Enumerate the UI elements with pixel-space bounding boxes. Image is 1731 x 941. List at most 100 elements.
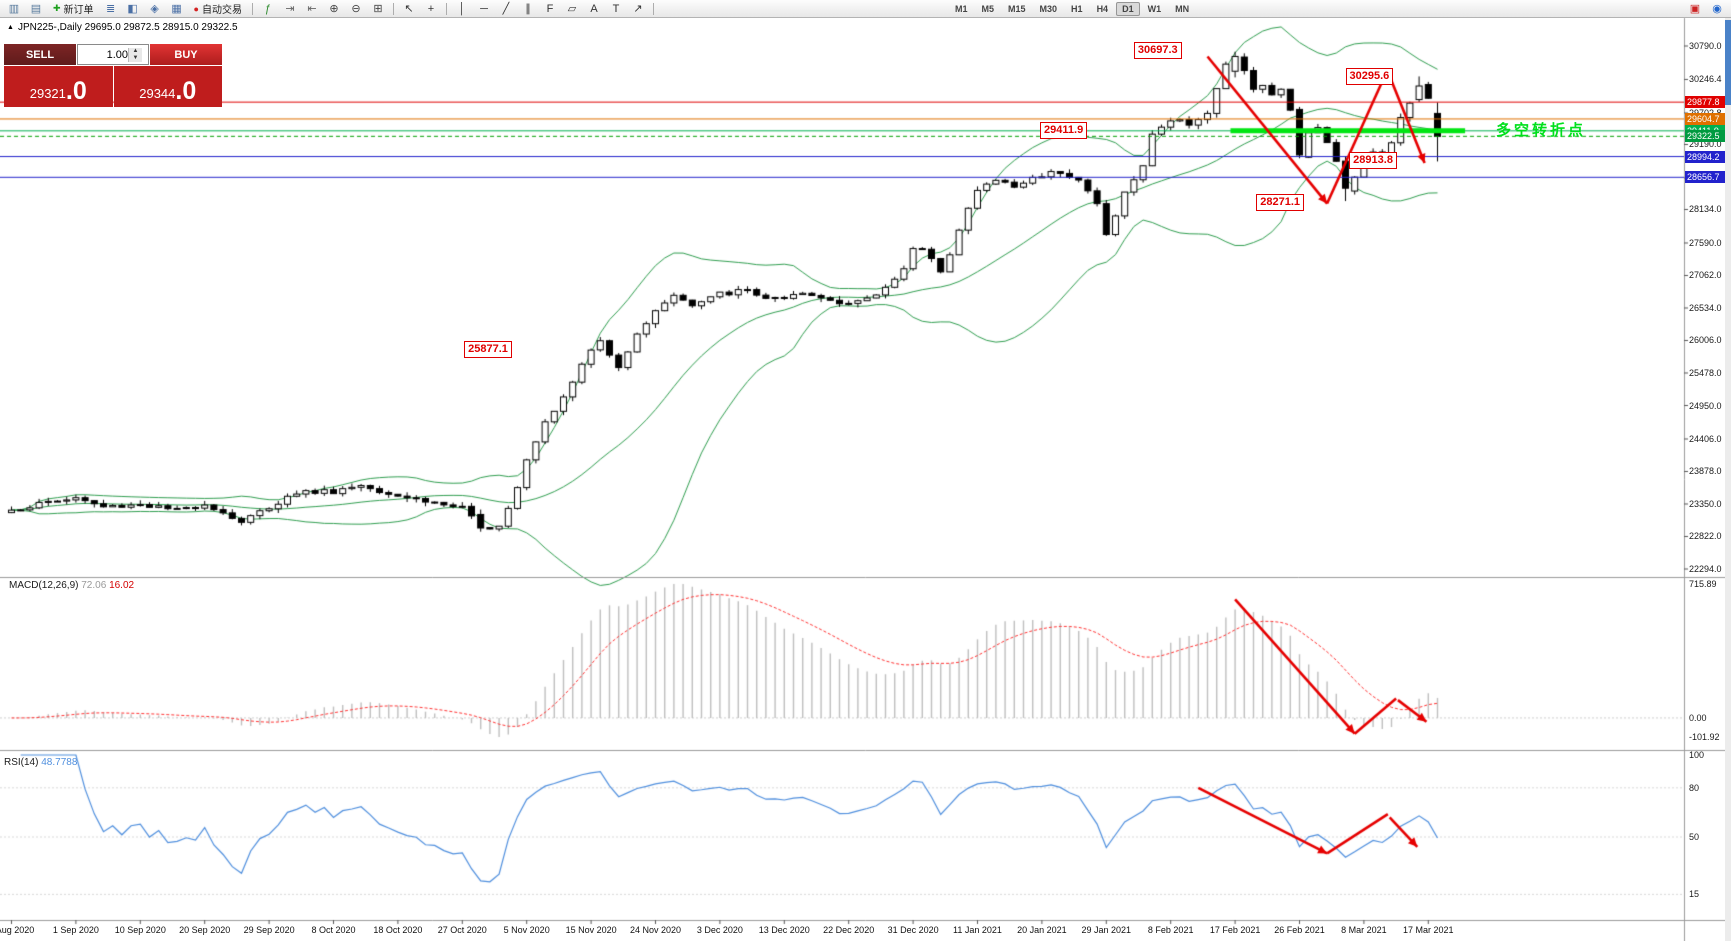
toolbar-separator	[445, 2, 447, 15]
axis-tick-label: 25478.0	[1689, 367, 1722, 378]
data-window-icon[interactable]: ◧	[127, 3, 138, 15]
price-callout[interactable]: 30295.6	[1345, 67, 1394, 85]
price-axis-label: 28994.2	[1685, 150, 1727, 163]
text-icon[interactable]: A	[590, 2, 598, 15]
chart-ohlc-header: ▲ JPN225-,Daily 29695.0 29872.5 28915.0 …	[7, 22, 238, 33]
timeframe-m15-button[interactable]: M15	[1008, 3, 1026, 14]
one-click-trading-panel: SELL ▲ ▼ BUY 29321 .0 29344 .0	[4, 44, 222, 107]
time-axis-label: 8 Feb 2021	[1147, 925, 1194, 935]
price-callout[interactable]: 28913.8	[1349, 151, 1397, 169]
axis-tick-label: 28134.0	[1689, 204, 1722, 215]
buy-price-button[interactable]: 29344 .0	[113, 66, 222, 107]
trendline-icon[interactable]: ╱	[502, 3, 510, 15]
price-callout[interactable]: 25877.1	[464, 340, 512, 358]
time-axis-label: 5 Nov 2020	[503, 925, 550, 935]
axis-tick-label: 27590.0	[1689, 237, 1722, 248]
axis-tick-label: 0.00	[1689, 712, 1707, 723]
tile-windows-icon[interactable]: ⊞	[373, 3, 383, 15]
timeframe-h1-button[interactable]: H1	[1071, 3, 1083, 14]
price-axis-label: 29877.8	[1685, 96, 1727, 109]
chart-shift-icon[interactable]: ⇥	[285, 3, 295, 15]
sell-button[interactable]: SELL	[4, 44, 76, 65]
cursor-icon[interactable]: ↖	[404, 3, 414, 15]
new-chart-icon[interactable]: ▥	[8, 3, 20, 15]
time-axis-label: 24 Nov 2020	[629, 925, 682, 935]
timeframe-m30-button[interactable]: M30	[1039, 3, 1058, 14]
timeframe-d1-button[interactable]: D1	[1116, 1, 1140, 16]
label-icon[interactable]: T	[612, 2, 620, 15]
community-icon[interactable]: ◉	[1712, 3, 1722, 15]
timeframe-m1-button[interactable]: M1	[954, 3, 968, 14]
axis-tick-label: 26534.0	[1689, 302, 1722, 313]
axis-tick-label: 29190.0	[1689, 139, 1722, 150]
vertical-line-icon[interactable]: │	[458, 2, 466, 15]
volume-up-icon[interactable]: ▲	[128, 47, 142, 55]
macd-indicator-label: MACD(12,26,9) 72.06 16.02	[9, 580, 134, 591]
profiles-icon[interactable]: ▤	[30, 3, 42, 15]
time-axis-label: 15 Nov 2020	[565, 925, 617, 935]
sell-price-button[interactable]: 29321 .0	[4, 66, 113, 107]
time-axis-label: 22 Dec 2020	[823, 925, 875, 935]
time-axis-label: 3 Dec 2020	[696, 925, 743, 935]
time-axis-label: 8 Oct 2020	[311, 925, 356, 935]
auto-scroll-icon[interactable]: ⇤	[307, 3, 317, 15]
scrollbar-thumb[interactable]	[1725, 20, 1731, 105]
volume-input[interactable]	[78, 48, 128, 61]
toolbar-separator	[251, 2, 253, 15]
time-axis-label: 3 Aug 2020	[0, 925, 35, 935]
timeframe-w1-button[interactable]: W1	[1147, 3, 1162, 14]
market-watch-icon[interactable]: ≣	[105, 3, 116, 15]
macd-name: MACD(12,26,9)	[9, 580, 79, 591]
timeframe-mn-button[interactable]: MN	[1175, 3, 1190, 14]
buy-button[interactable]: BUY	[150, 44, 222, 65]
time-axis-label: 18 Oct 2020	[373, 925, 423, 935]
time-axis-label: 29 Jan 2021	[1081, 925, 1132, 935]
zoom-out-icon[interactable]: ⊖	[351, 3, 361, 15]
time-axis-label: 29 Sep 2020	[243, 925, 295, 935]
axis-tick-label: 23350.0	[1689, 498, 1722, 509]
notification-icon[interactable]: ▣	[1689, 3, 1701, 15]
axis-tick-label: -101.92	[1689, 732, 1720, 742]
arrow-tool-icon[interactable]: ↗	[633, 3, 643, 15]
rsi-value: 48.7788	[41, 757, 78, 768]
rsi-name: RSI(14)	[4, 757, 39, 768]
indicators-icon[interactable]: ƒ	[264, 2, 272, 15]
shapes-icon[interactable]: ▱	[567, 3, 577, 15]
collapse-arrow-icon[interactable]: ▲	[7, 24, 14, 31]
axis-tick-label: 22294.0	[1689, 564, 1722, 574]
channel-icon[interactable]: ∥	[525, 3, 531, 15]
axis-tick-label: 30790.0	[1689, 41, 1722, 51]
price-callout[interactable]: 28271.1	[1256, 193, 1305, 211]
price-axis-label: 29604.7	[1685, 112, 1727, 125]
sell-price-main: 29321	[29, 86, 66, 101]
fibonacci-icon[interactable]: F	[546, 2, 554, 15]
macd-signal-value: 16.02	[109, 580, 135, 591]
new-order-button-label: 新订单	[63, 5, 94, 16]
vertical-scrollbar[interactable]	[1725, 18, 1731, 941]
price-callout[interactable]: 30697.3	[1133, 41, 1182, 59]
autotrade-button[interactable]: ● 自动交易	[188, 1, 248, 17]
price-callout[interactable]: 29411.9	[1040, 121, 1088, 139]
terminal-icon[interactable]: ▦	[171, 3, 182, 15]
volume-down-icon[interactable]: ▼	[128, 54, 142, 62]
axis-tick-label: 24950.0	[1689, 400, 1722, 411]
timeframe-m5-button[interactable]: M5	[981, 3, 995, 14]
volume-box: ▲ ▼	[77, 44, 149, 65]
zoom-in-icon[interactable]: ⊕	[329, 3, 339, 15]
time-axis-label: 13 Dec 2020	[758, 925, 810, 935]
macd-main-value: 72.06	[81, 580, 107, 591]
toolbar-separator	[652, 2, 654, 15]
navigator-icon[interactable]: ◈	[150, 3, 159, 15]
time-axis-label: 27 Oct 2020	[437, 925, 487, 935]
new-order-button[interactable]: ✚ 新订单	[47, 1, 100, 17]
crosshair-icon[interactable]: +	[427, 2, 435, 15]
rsi-indicator-label: RSI(14) 48.7788	[4, 757, 77, 768]
horizontal-line-icon[interactable]: ─	[480, 2, 488, 15]
buy-price-frac: .0	[175, 76, 197, 105]
axis-tick-label: 26006.0	[1689, 335, 1722, 346]
turning-point-annotation[interactable]: 多空转折点	[1496, 122, 1587, 139]
timeframe-h4-button[interactable]: H4	[1096, 3, 1109, 14]
time-axis-label: 31 Dec 2020	[887, 925, 939, 935]
